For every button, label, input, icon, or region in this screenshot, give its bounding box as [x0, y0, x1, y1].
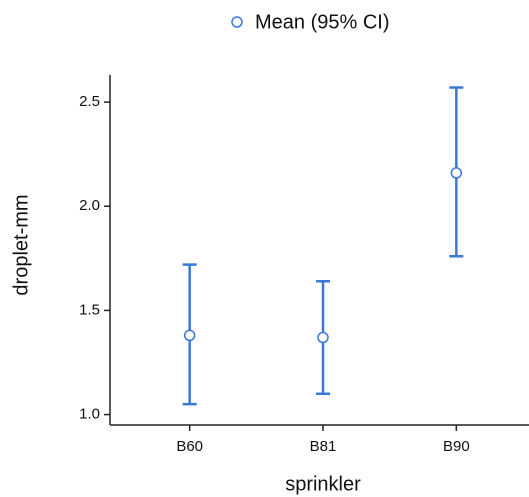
x-tick-label: B90 [443, 438, 470, 455]
mean-point [317, 331, 329, 344]
legend-marker [231, 16, 243, 28]
mean-point [450, 167, 463, 179]
x-tick-label: B81 [310, 438, 337, 455]
legend-label: Mean (95% CI) [255, 11, 390, 33]
x-tick-label: B60 [176, 438, 203, 455]
x-axis-label: sprinkler [285, 473, 361, 495]
y-tick-label: 2.0 [79, 197, 100, 214]
y-axis-label: droplet-mm [10, 194, 32, 295]
y-tick-label: 1.0 [79, 406, 100, 423]
mean-point [183, 329, 196, 342]
y-tick-label: 1.5 [79, 301, 100, 318]
y-tick-label: 2.5 [79, 93, 100, 110]
